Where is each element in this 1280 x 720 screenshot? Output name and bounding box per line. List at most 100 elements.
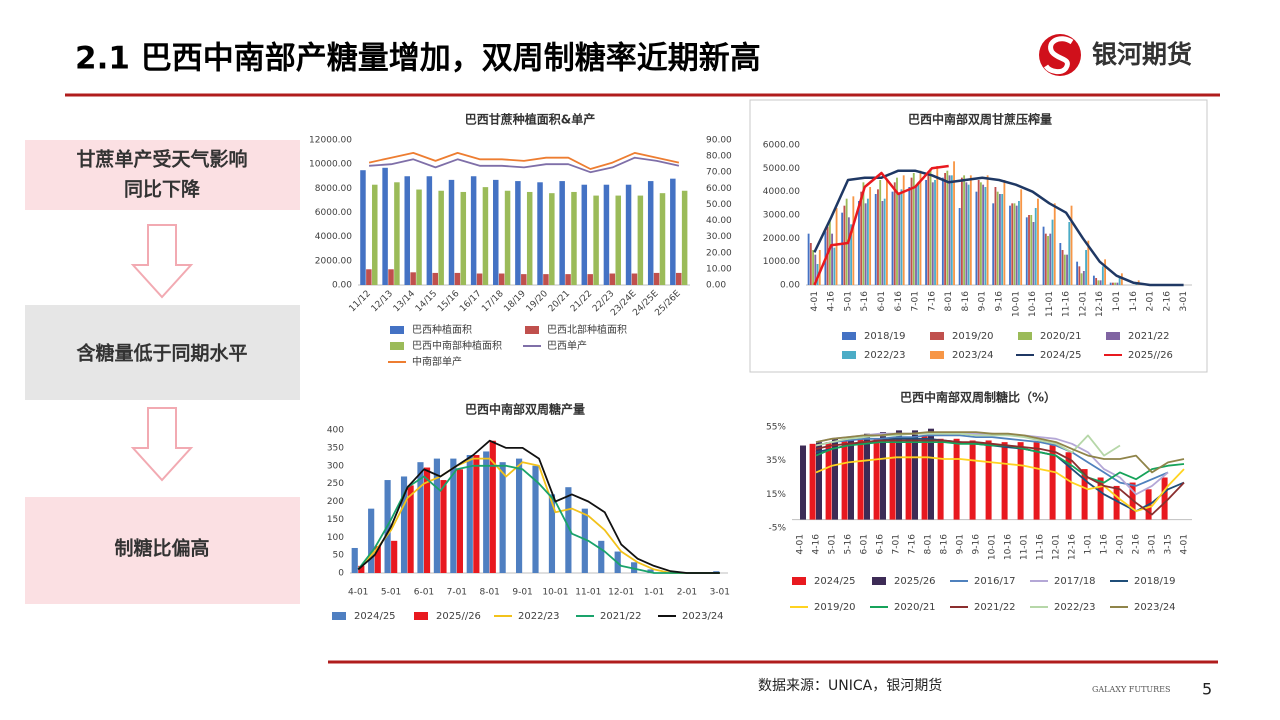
x-tick-label: 12-01 — [1052, 534, 1062, 560]
legend-label: 2021/22 — [1128, 331, 1170, 342]
bar — [374, 546, 381, 573]
y-tick-label: 0.00 — [332, 281, 352, 291]
bar — [953, 438, 960, 520]
y2-tick-label: 10.00 — [706, 264, 732, 274]
bar — [1020, 189, 1023, 285]
x-tick-label: 6-16 — [894, 291, 904, 312]
legend-label: 巴西种植面积 — [412, 323, 472, 336]
bar — [548, 494, 556, 573]
bar — [565, 487, 572, 573]
x-tick-label: 10-01 — [988, 534, 998, 560]
bar — [912, 173, 915, 285]
x-tick-label: 2-16 — [1162, 291, 1172, 312]
y-tick-label: 2000.00 — [315, 256, 352, 266]
bar — [407, 485, 414, 573]
y-tick-label: 50 — [333, 551, 345, 561]
bar — [1097, 280, 1100, 285]
bar — [880, 432, 886, 520]
bar — [1009, 205, 1011, 285]
bar — [1085, 250, 1087, 285]
x-tick-label: 1-16 — [1100, 534, 1110, 555]
bar — [869, 187, 872, 285]
bar — [1109, 282, 1112, 285]
legend-label: 2023/24 — [682, 611, 724, 622]
bar — [825, 442, 832, 520]
x-tick-label: 10-16 — [1004, 534, 1014, 560]
y-tick-label: 350 — [327, 443, 344, 453]
y-tick-label: 4000.00 — [763, 187, 800, 197]
bar — [1049, 443, 1056, 520]
y-tick-label: 15% — [766, 490, 786, 500]
page-number: 5 — [1202, 680, 1212, 699]
legend-label: 2021/22 — [600, 611, 642, 622]
bar — [1001, 194, 1004, 285]
bar — [489, 440, 496, 573]
bar — [433, 458, 440, 573]
bar — [615, 195, 621, 285]
bar — [994, 187, 997, 285]
bar — [965, 182, 968, 285]
bar — [504, 190, 511, 285]
bar — [647, 181, 654, 285]
bar — [809, 443, 816, 520]
bar — [1118, 278, 1121, 285]
line-series — [357, 439, 720, 574]
bar — [1017, 442, 1024, 520]
x-tick-label: 3-01 — [1179, 291, 1189, 311]
x-tick-label: 1-16 — [1129, 291, 1139, 312]
x-tick-label: 5-16 — [844, 534, 854, 555]
bar — [454, 272, 461, 285]
bar — [410, 272, 416, 285]
x-tick-label: 12/13 — [370, 289, 395, 314]
bar — [979, 182, 982, 285]
x-tick-label: 8-16 — [940, 534, 950, 555]
bar — [1161, 477, 1168, 520]
note-box — [25, 140, 300, 210]
x-tick-label: 12-01 — [1078, 291, 1088, 317]
bar — [1011, 203, 1014, 285]
bar — [1081, 469, 1088, 520]
bar — [637, 195, 644, 285]
bar — [912, 430, 918, 520]
bar — [532, 465, 539, 573]
bar — [360, 170, 366, 285]
down-arrow — [130, 224, 194, 299]
y2-tick-label: 90.00 — [706, 136, 732, 146]
x-tick-label: 6-16 — [876, 534, 886, 555]
bar — [862, 182, 865, 285]
bar — [902, 175, 905, 285]
x-tick-label: 10-16 — [1028, 291, 1038, 317]
x-tick-label: 7-01 — [447, 588, 467, 598]
bar — [670, 178, 676, 285]
bar — [946, 170, 949, 285]
x-tick-label: 9-16 — [972, 534, 982, 555]
bar — [934, 180, 936, 285]
bar — [1015, 205, 1018, 285]
bar — [460, 191, 467, 285]
x-tick-label: 19/20 — [525, 289, 551, 315]
y-tick-label: 100 — [327, 533, 344, 543]
bar — [852, 196, 855, 285]
bar — [898, 194, 901, 285]
y-tick-label: 3000.00 — [763, 211, 800, 221]
bar — [1033, 442, 1040, 520]
x-tick-label: 11-16 — [1036, 534, 1046, 560]
x-tick-label: 5-01 — [381, 588, 401, 598]
logo: 银河期货 — [1039, 34, 1192, 76]
legend-label: 2020/21 — [1040, 331, 1082, 342]
x-tick-label: 12-16 — [1095, 291, 1105, 317]
x-tick-label: 3-15 — [1164, 534, 1174, 554]
bar — [417, 462, 424, 573]
legend-swatch — [930, 351, 944, 359]
bar — [958, 208, 961, 285]
y-tick-label: 4000.00 — [315, 232, 352, 242]
bar — [440, 480, 447, 573]
bar — [874, 194, 877, 285]
line-series — [357, 464, 720, 574]
bar — [1034, 208, 1037, 285]
x-tick-label: 4-16 — [812, 534, 822, 555]
bar — [559, 181, 565, 285]
bar — [809, 243, 812, 285]
bar — [625, 184, 632, 285]
